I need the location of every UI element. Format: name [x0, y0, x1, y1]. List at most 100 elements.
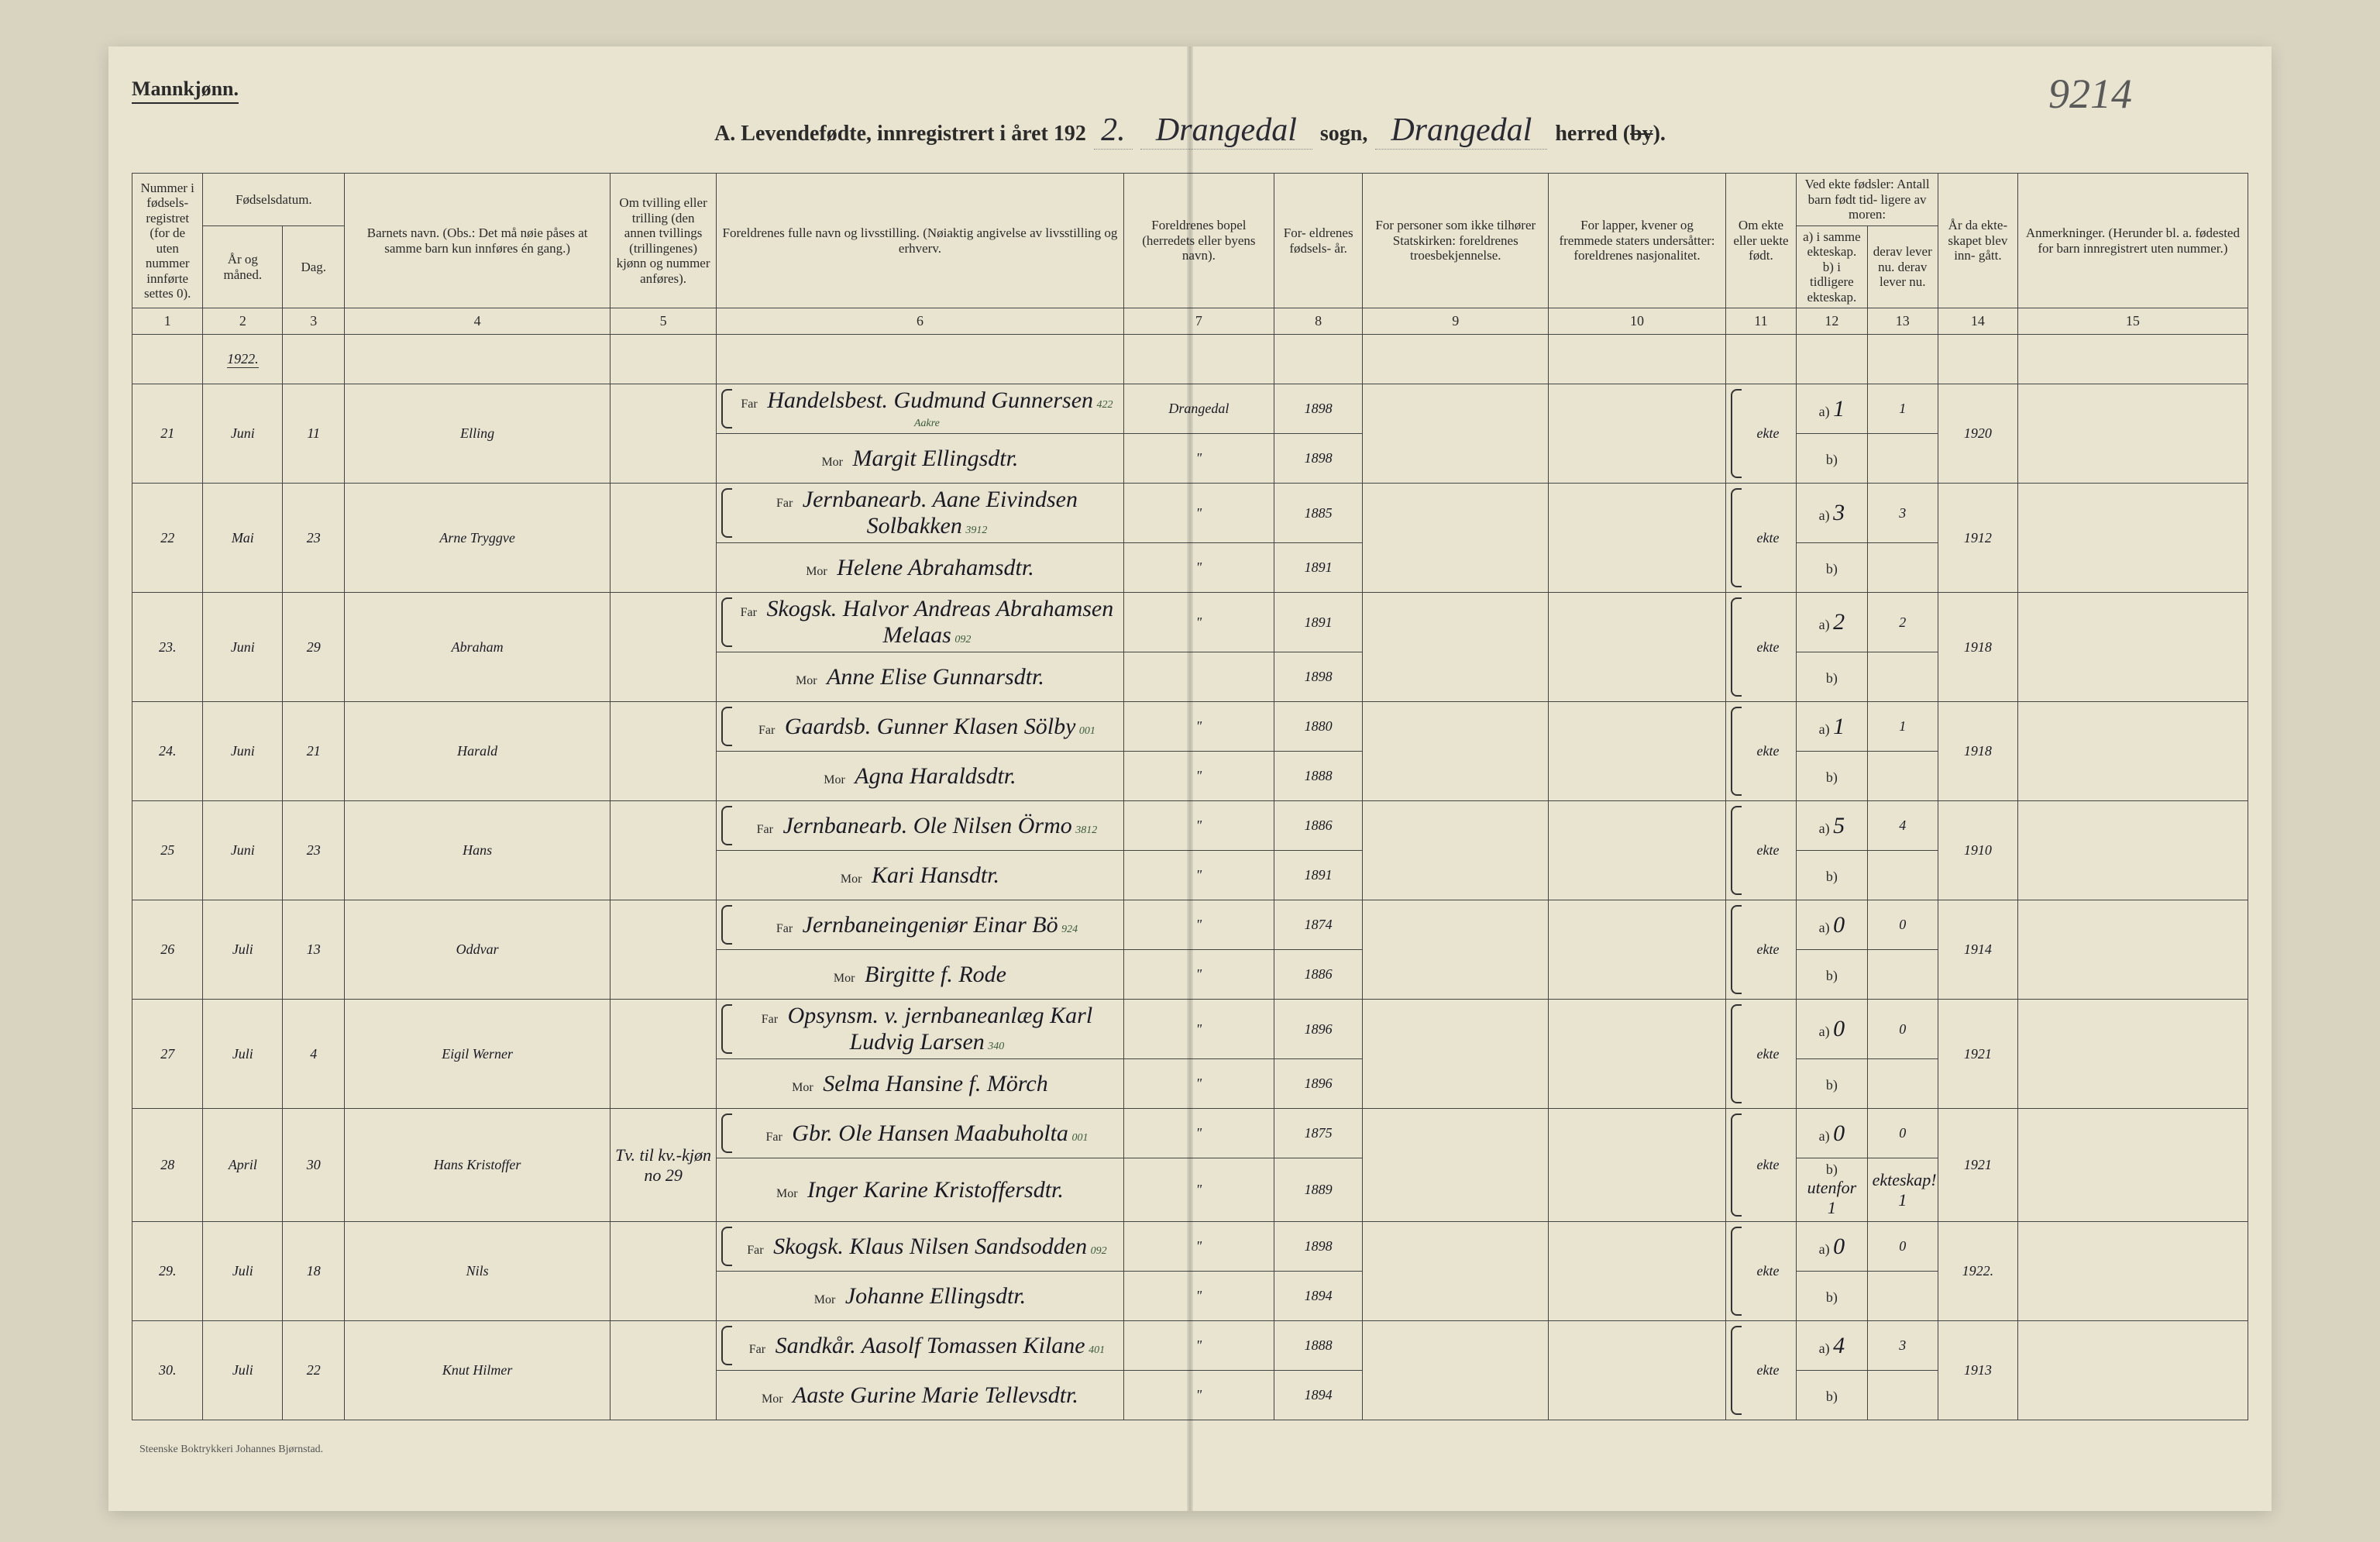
- sogn-value: Drangedal: [1140, 112, 1312, 150]
- table-row: 25 Juni 23 Hans Far Jernbanearb. Ole Nil…: [132, 801, 2248, 851]
- marriage-year: 1910: [1938, 801, 2017, 900]
- header-top: Mannkjønn. 9214: [132, 77, 2248, 104]
- nationality: [1549, 702, 1726, 801]
- printer-footer: Steenske Boktrykkeri Johannes Bjørnstad.: [139, 1444, 2248, 1456]
- father-cell: Far Jernbanearb. Ole Nilsen Örmo 3812: [717, 801, 1124, 851]
- year-label: 1922.: [227, 351, 259, 368]
- mother-name: Selma Hansine f. Mörch: [823, 1071, 1048, 1096]
- marriage-year: 1921: [1938, 1000, 2017, 1109]
- legitimacy: ekte: [1725, 1222, 1796, 1321]
- day: 18: [283, 1222, 345, 1321]
- living-b: [1867, 851, 1938, 900]
- father-birthyear: 1874: [1274, 900, 1363, 950]
- children-a: a) 1: [1797, 384, 1867, 434]
- colnum: 4: [345, 308, 610, 335]
- col-3-header: Dag.: [283, 225, 345, 308]
- mother-birthyear: 1888: [1274, 752, 1363, 801]
- colnum: 8: [1274, 308, 1363, 335]
- living-a: 1: [1867, 702, 1938, 752]
- remarks: [2017, 900, 2248, 1000]
- living-a: 3: [1867, 1321, 1938, 1371]
- far-label: Far: [776, 922, 793, 935]
- entry-number: 23.: [132, 593, 203, 702]
- living-a: 3: [1867, 484, 1938, 543]
- herred-label: herred (by).: [1555, 122, 1666, 146]
- legitimacy: ekte: [1725, 702, 1796, 801]
- month: Juni: [203, 702, 283, 801]
- mother-name: Aaste Gurine Marie Tellevsdtr.: [793, 1382, 1078, 1408]
- year-suffix: 2.: [1094, 112, 1133, 150]
- day: 4: [283, 1000, 345, 1109]
- living-a: 1: [1867, 384, 1938, 434]
- far-code: 401: [1089, 1344, 1105, 1356]
- legitimacy: ekte: [1725, 593, 1796, 702]
- column-number-row: 1 2 3 4 5 6 7 8 9 10 11 12 13 14 15: [132, 308, 2248, 335]
- child-name: Harald: [345, 702, 610, 801]
- father-birthyear: 1898: [1274, 384, 1363, 434]
- children-b: b): [1797, 543, 1867, 593]
- far-code: 3812: [1075, 824, 1097, 836]
- day: 22: [283, 1321, 345, 1420]
- father-name: Jernbanearb. Ole Nilsen Örmo: [782, 813, 1071, 838]
- living-b: [1867, 1059, 1938, 1109]
- remarks: [2017, 1321, 2248, 1420]
- title-prefix: A. Levendefødte, innregistrert i året 19…: [714, 122, 1086, 146]
- colnum: 11: [1725, 308, 1796, 335]
- nationality: [1549, 801, 1726, 900]
- day: 21: [283, 702, 345, 801]
- entry-number: 21: [132, 384, 203, 484]
- legitimacy: ekte: [1725, 1000, 1796, 1109]
- children-b: b): [1797, 652, 1867, 702]
- legitimacy: ekte: [1725, 484, 1796, 593]
- mother-cell: Mor Kari Hansdtr.: [717, 851, 1124, 900]
- children-a: a) 0: [1797, 900, 1867, 950]
- far-label: Far: [757, 823, 773, 836]
- children-a: a) 4: [1797, 1321, 1867, 1371]
- col-14-header: År da ekte- skapet blev inn- gått.: [1938, 174, 2017, 308]
- far-code: 092: [1091, 1245, 1107, 1257]
- child-name: Eigil Werner: [345, 1000, 610, 1109]
- father-cell: Far Gbr. Ole Hansen Maabuholta 001: [717, 1109, 1124, 1158]
- residence: ": [1123, 702, 1274, 752]
- father-cell: Far Handelsbest. Gudmund Gunnersen 422 A…: [717, 384, 1124, 434]
- father-cell: Far Opsynsm. v. jernbaneanlæg Karl Ludvi…: [717, 1000, 1124, 1059]
- mother-cell: Mor Aaste Gurine Marie Tellevsdtr.: [717, 1371, 1124, 1420]
- entry-number: 28: [132, 1109, 203, 1222]
- father-birthyear: 1885: [1274, 484, 1363, 543]
- mother-birthyear: 1896: [1274, 1059, 1363, 1109]
- marriage-year: 1920: [1938, 384, 2017, 484]
- residence: Drangedal: [1123, 384, 1274, 434]
- remarks: [2017, 593, 2248, 702]
- remarks: [2017, 1000, 2248, 1109]
- far-label: Far: [765, 1131, 782, 1144]
- mother-birthyear: 1894: [1274, 1371, 1363, 1420]
- mother-name: Agna Haraldsdtr.: [855, 763, 1016, 789]
- colnum: 3: [283, 308, 345, 335]
- father-cell: Far Skogsk. Halvor Andreas Abrahamsen Me…: [717, 593, 1124, 652]
- father-birthyear: 1891: [1274, 593, 1363, 652]
- remarks: [2017, 1109, 2248, 1222]
- twin-note: [610, 593, 717, 702]
- table-row: 21 Juni 11 Elling Far Handelsbest. Gudmu…: [132, 384, 2248, 434]
- mother-name: Birgitte f. Rode: [865, 962, 1006, 987]
- mother-name: Inger Karine Kristoffersdtr.: [807, 1177, 1064, 1203]
- father-name: Gaardsb. Gunner Klasen Sölby: [785, 714, 1076, 739]
- col-10-header: For lapper, kvener og fremmede staters u…: [1549, 174, 1726, 308]
- father-name: Jernbanearb. Aane Eivindsen Solbakken: [803, 487, 1078, 539]
- col-12a-header: a) i samme ekteskap. b) i tidligere ekte…: [1797, 225, 1867, 308]
- month: Juni: [203, 801, 283, 900]
- col-2-header-top: Fødselsdatum.: [203, 174, 345, 226]
- mother-cell: Mor Selma Hansine f. Mörch: [717, 1059, 1124, 1109]
- father-name: Handelsbest. Gudmund Gunnersen: [767, 387, 1093, 413]
- legitimacy: ekte: [1725, 384, 1796, 484]
- far-code: 924: [1061, 924, 1078, 935]
- living-a: 0: [1867, 900, 1938, 950]
- mor-label: Mor: [796, 674, 817, 687]
- residence-2: ": [1123, 752, 1274, 801]
- living-a: 2: [1867, 593, 1938, 652]
- father-birthyear: 1886: [1274, 801, 1363, 851]
- colnum: 5: [610, 308, 717, 335]
- sogn-label: sogn,: [1320, 122, 1367, 146]
- remarks: [2017, 801, 2248, 900]
- col-7-header: Foreldrenes bopel (herredets eller byens…: [1123, 174, 1274, 308]
